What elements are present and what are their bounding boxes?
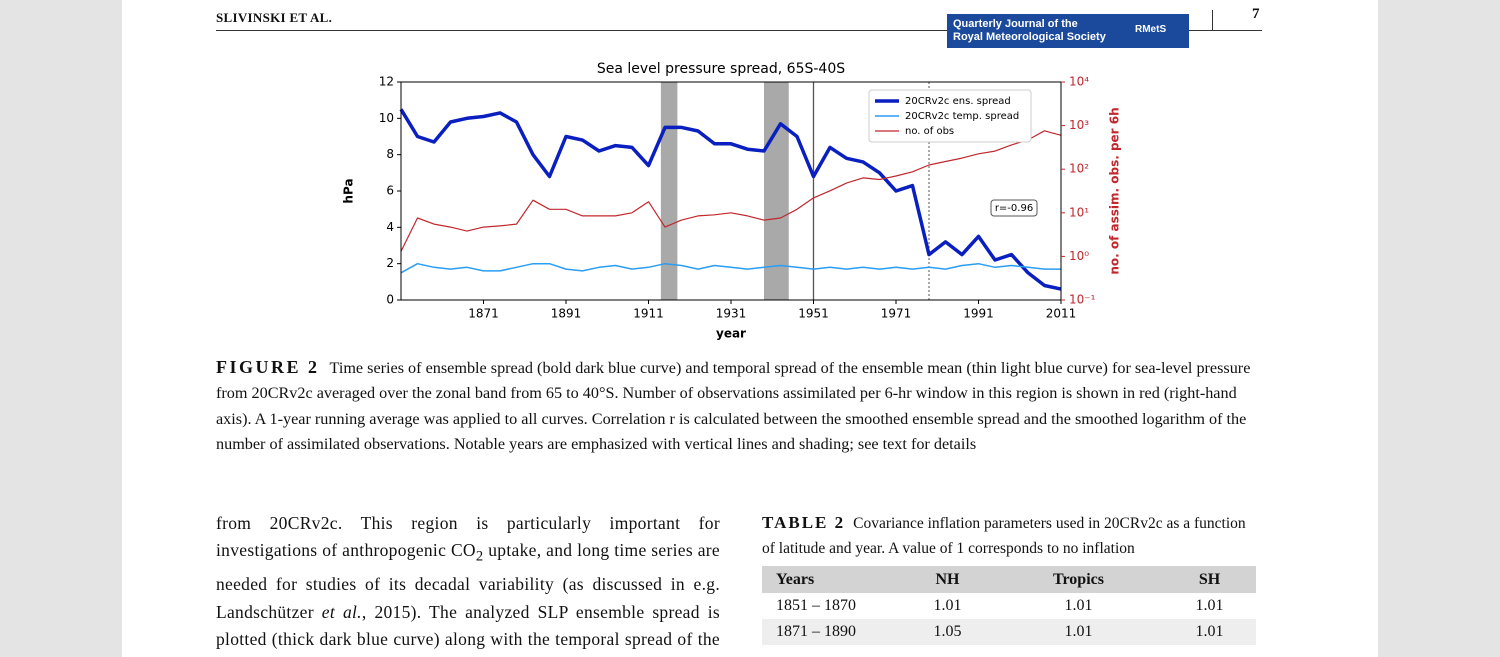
y-tick-label: 0 [386,293,394,307]
table-cell: 1851 – 1870 [776,597,856,614]
series-line [400,130,1062,252]
text: , 2015). The analyzed SLP ensemble sprea… [216,601,720,657]
y-tick-label: 8 [386,147,394,161]
y2-axis-label: no. of assim. obs. per 6h [1108,107,1122,274]
y-tick-label: 12 [379,75,394,89]
column-header: NH [901,566,994,593]
x-tick-label: 1991 [963,307,994,321]
table: Years NH Tropics SH 1851 – 1870 1.01 1.01 1.01 1… [762,566,1256,645]
table-cell: 1.01 [1064,597,1093,614]
table-row: 1871 – 1890 1.05 1.01 1.01 [762,619,1256,645]
legend-label: 20CRv2c temp. spread [905,111,1019,122]
annotation-box [990,199,1038,217]
logo: RMetS [1135,24,1167,35]
table-cell: 1.01 [993,619,1164,645]
figure-caption: FIGURE 2 Time series of ensemble spread (… [216,355,1262,457]
running-head: SLIVINSKI ET AL. [216,10,333,25]
y2-tick-label: 10⁰ [1069,249,1089,263]
y-tick-label: 6 [386,184,394,198]
column-header: SH [1163,566,1256,593]
x-tick-label: 1891 [551,307,582,321]
table-cell: 1.01 [1195,597,1224,614]
y2-tick-label: 10⁻¹ [1069,293,1096,307]
journal-name: Royal Meteorological Society [953,31,1106,43]
table-cell: 1871 – 1890 [762,619,901,645]
x-axis-label: year [716,327,746,341]
text: et al. [321,601,362,622]
table-caption: TABLE 2 Covariance inflation parameters u… [762,510,1262,561]
caption-text: Covariance inflation parameters used in … [762,515,1246,557]
series-line [399,108,1062,291]
y2-tick-label: 10³ [1069,118,1089,132]
chart: Sea level pressure spread, 65S-40S year … [342,61,1122,341]
y-axis-label: hPa [342,178,356,203]
x-tick-label: 2011 [1046,307,1077,321]
paper-page: SLIVINSKI ET AL. Quarterly Journal of th… [122,0,1378,657]
table-cell: 1.01 [933,597,962,614]
body-paragraph: from 20CRv2c. This region is particularl… [216,510,720,657]
text: from 20CRv2c. This region is particularl… [216,513,720,561]
chart-title: Sea level pressure spread, 65S-40S [597,61,845,77]
legend-label: no. of obs [905,126,954,137]
table-label: TABLE 2 [762,513,846,532]
legend-box [868,89,1032,143]
x-tick-label: 1911 [633,307,664,321]
y2-tick-label: 10² [1069,162,1089,176]
table-header: Years NH Tropics SH [762,566,1256,593]
column-header: Years [762,566,901,593]
page-number: 7 [1252,6,1260,22]
journal-name: Quarterly Journal of the [953,18,1078,30]
column-header: Tropics [993,566,1164,593]
table-body: 1851 – 1870 1.01 1.01 1.01 1871 – 1890 1.05 1.… [762,593,1256,645]
x-tick-label: 1971 [881,307,912,321]
y-tick-label: 4 [386,220,394,234]
x-tick-label: 1871 [468,307,499,321]
y-tick-label: 2 [386,256,394,270]
rule [216,30,1262,31]
x-tick-label: 1931 [716,307,747,321]
y-tick-label: 10 [379,111,394,125]
series-line [400,262,1061,274]
text: 2 [475,548,484,565]
annotation: r=-0.96 [995,203,1033,214]
separator [1212,10,1213,30]
table-cell: 1.01 [1163,619,1256,645]
shaded-span [660,82,678,300]
table-cell: 1.05 [901,619,994,645]
shaded-span [764,82,789,300]
x-tick-label: 1951 [798,307,829,321]
y2-tick-label: 10¹ [1069,205,1089,219]
table-row: 1851 – 1870 1.01 1.01 1.01 [762,593,1256,619]
caption-text: Time series of ensemble spread (bold dar… [216,359,1251,453]
journal-badge: Quarterly Journal of the Royal Meteorolo… [947,14,1189,48]
y2-tick-label: 10⁴ [1069,75,1089,89]
text: uptake, and long time series are needed … [216,540,720,622]
figure-label: FIGURE 2 [216,357,320,377]
legend-label: 20CRv2c ens. spread [905,96,1011,107]
